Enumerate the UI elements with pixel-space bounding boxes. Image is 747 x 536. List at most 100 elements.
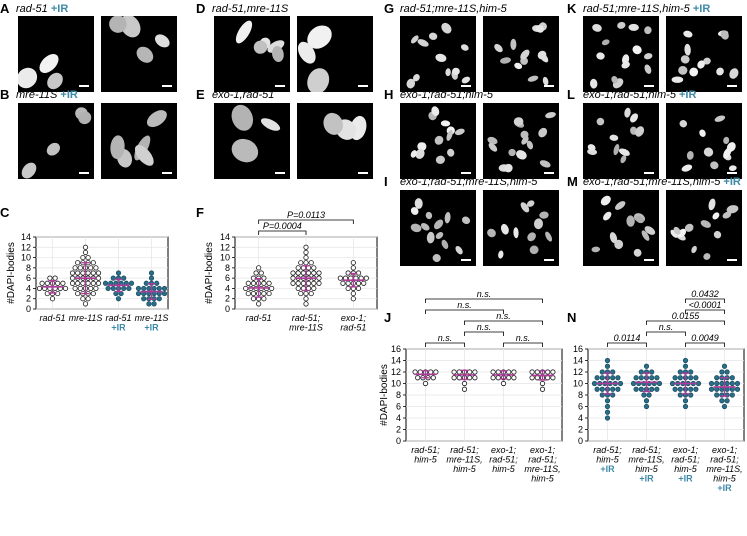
data-point (350, 296, 356, 302)
x-category-label: him-5 (713, 474, 736, 484)
genotype-label: rad-51 (16, 3, 48, 15)
data-point (594, 386, 600, 392)
x-category-label: exo-1; (673, 445, 699, 455)
micrograph-image (214, 16, 290, 92)
scale-bar (644, 85, 654, 87)
data-point (649, 375, 655, 381)
panel-letter: J (384, 310, 391, 325)
data-point (88, 265, 94, 271)
data-point (49, 296, 56, 302)
micrograph-image (400, 16, 476, 92)
data-point (151, 285, 157, 292)
data-point (72, 285, 78, 292)
scale-bar (275, 85, 285, 87)
micrograph-image (297, 16, 373, 92)
data-point (604, 363, 611, 369)
data-point (303, 290, 309, 297)
irradiation-label: +IR (720, 176, 741, 188)
data-point (714, 380, 720, 387)
data-point (295, 280, 301, 286)
data-point (77, 265, 83, 271)
data-point (604, 357, 611, 364)
x-category-label: rad-51; (528, 455, 557, 465)
y-tick-label: 2 (26, 294, 31, 304)
data-group (591, 357, 624, 421)
data-point (669, 380, 676, 387)
y-tick-label: 6 (396, 402, 401, 412)
data-point (599, 392, 605, 398)
data-point (355, 285, 362, 292)
data-point (161, 285, 168, 292)
data-point (85, 270, 91, 276)
data-point (688, 369, 694, 375)
y-tick-label: 14 (220, 232, 230, 242)
data-point (638, 386, 644, 392)
data-point (156, 285, 162, 292)
scale-bar (79, 172, 89, 174)
panel-letter: M (567, 174, 578, 189)
data-point (682, 403, 689, 410)
micrograph-image (583, 190, 659, 266)
panel-letter: B (0, 87, 10, 102)
data-group (102, 270, 135, 302)
data-point (604, 403, 611, 410)
scale-bar (727, 172, 737, 174)
x-category-label: him-5 (453, 464, 476, 474)
significance-label: n.s. (659, 322, 674, 332)
y-tick-label: 12 (21, 242, 31, 252)
data-point (266, 280, 272, 286)
data-point (303, 260, 309, 266)
data-point (724, 380, 730, 387)
genotype-label: rad-51;mre-11S,him-5 (400, 3, 507, 15)
scale-bar (727, 259, 737, 261)
y-axis-label: #DAPI-bodies (204, 242, 215, 304)
data-point (461, 380, 468, 387)
data-point (298, 290, 304, 297)
data-point (545, 369, 551, 375)
data-group (529, 369, 556, 392)
data-point (534, 369, 540, 375)
genotype-label: exo-1,rad-51 (212, 89, 275, 101)
micrograph-image (483, 190, 559, 266)
data-point (316, 280, 322, 286)
data-point (682, 363, 689, 369)
data-point (52, 275, 58, 281)
significance-bracket (503, 342, 543, 347)
data-point (729, 375, 735, 381)
data-point (337, 275, 343, 281)
panel-letter: C (0, 205, 10, 220)
scale-bar (461, 85, 471, 87)
scale-bar (461, 172, 471, 174)
y-tick-label: 8 (578, 390, 583, 400)
y-tick-label: 12 (573, 367, 583, 377)
significance-label: n.s. (496, 311, 511, 321)
data-point (599, 375, 605, 381)
scale-bar (544, 85, 554, 87)
data-point (115, 296, 122, 302)
data-point (316, 275, 322, 281)
data-point (311, 270, 317, 276)
scale-bar (79, 85, 89, 87)
data-point (253, 270, 259, 276)
y-tick-label: 2 (578, 425, 583, 435)
micrograph-image (214, 103, 290, 179)
x-category-label: rad-51 (39, 313, 65, 323)
data-point (261, 296, 267, 302)
genotype-label: rad-51,mre-11S (212, 3, 289, 15)
significance-bracket (425, 342, 465, 347)
data-point (88, 285, 94, 292)
data-point (311, 285, 317, 292)
data-point (415, 375, 421, 381)
data-point (345, 285, 351, 292)
significance-label: 0.0155 (672, 311, 701, 321)
data-point (693, 375, 699, 381)
data-point (128, 280, 135, 286)
scale-bar (727, 85, 737, 87)
panel-title: mre-11S +IR (16, 89, 78, 101)
data-point (638, 375, 644, 381)
data-point (90, 270, 96, 276)
significance-bracket (258, 219, 354, 224)
data-point (599, 369, 605, 375)
panel-letter: F (196, 205, 204, 220)
